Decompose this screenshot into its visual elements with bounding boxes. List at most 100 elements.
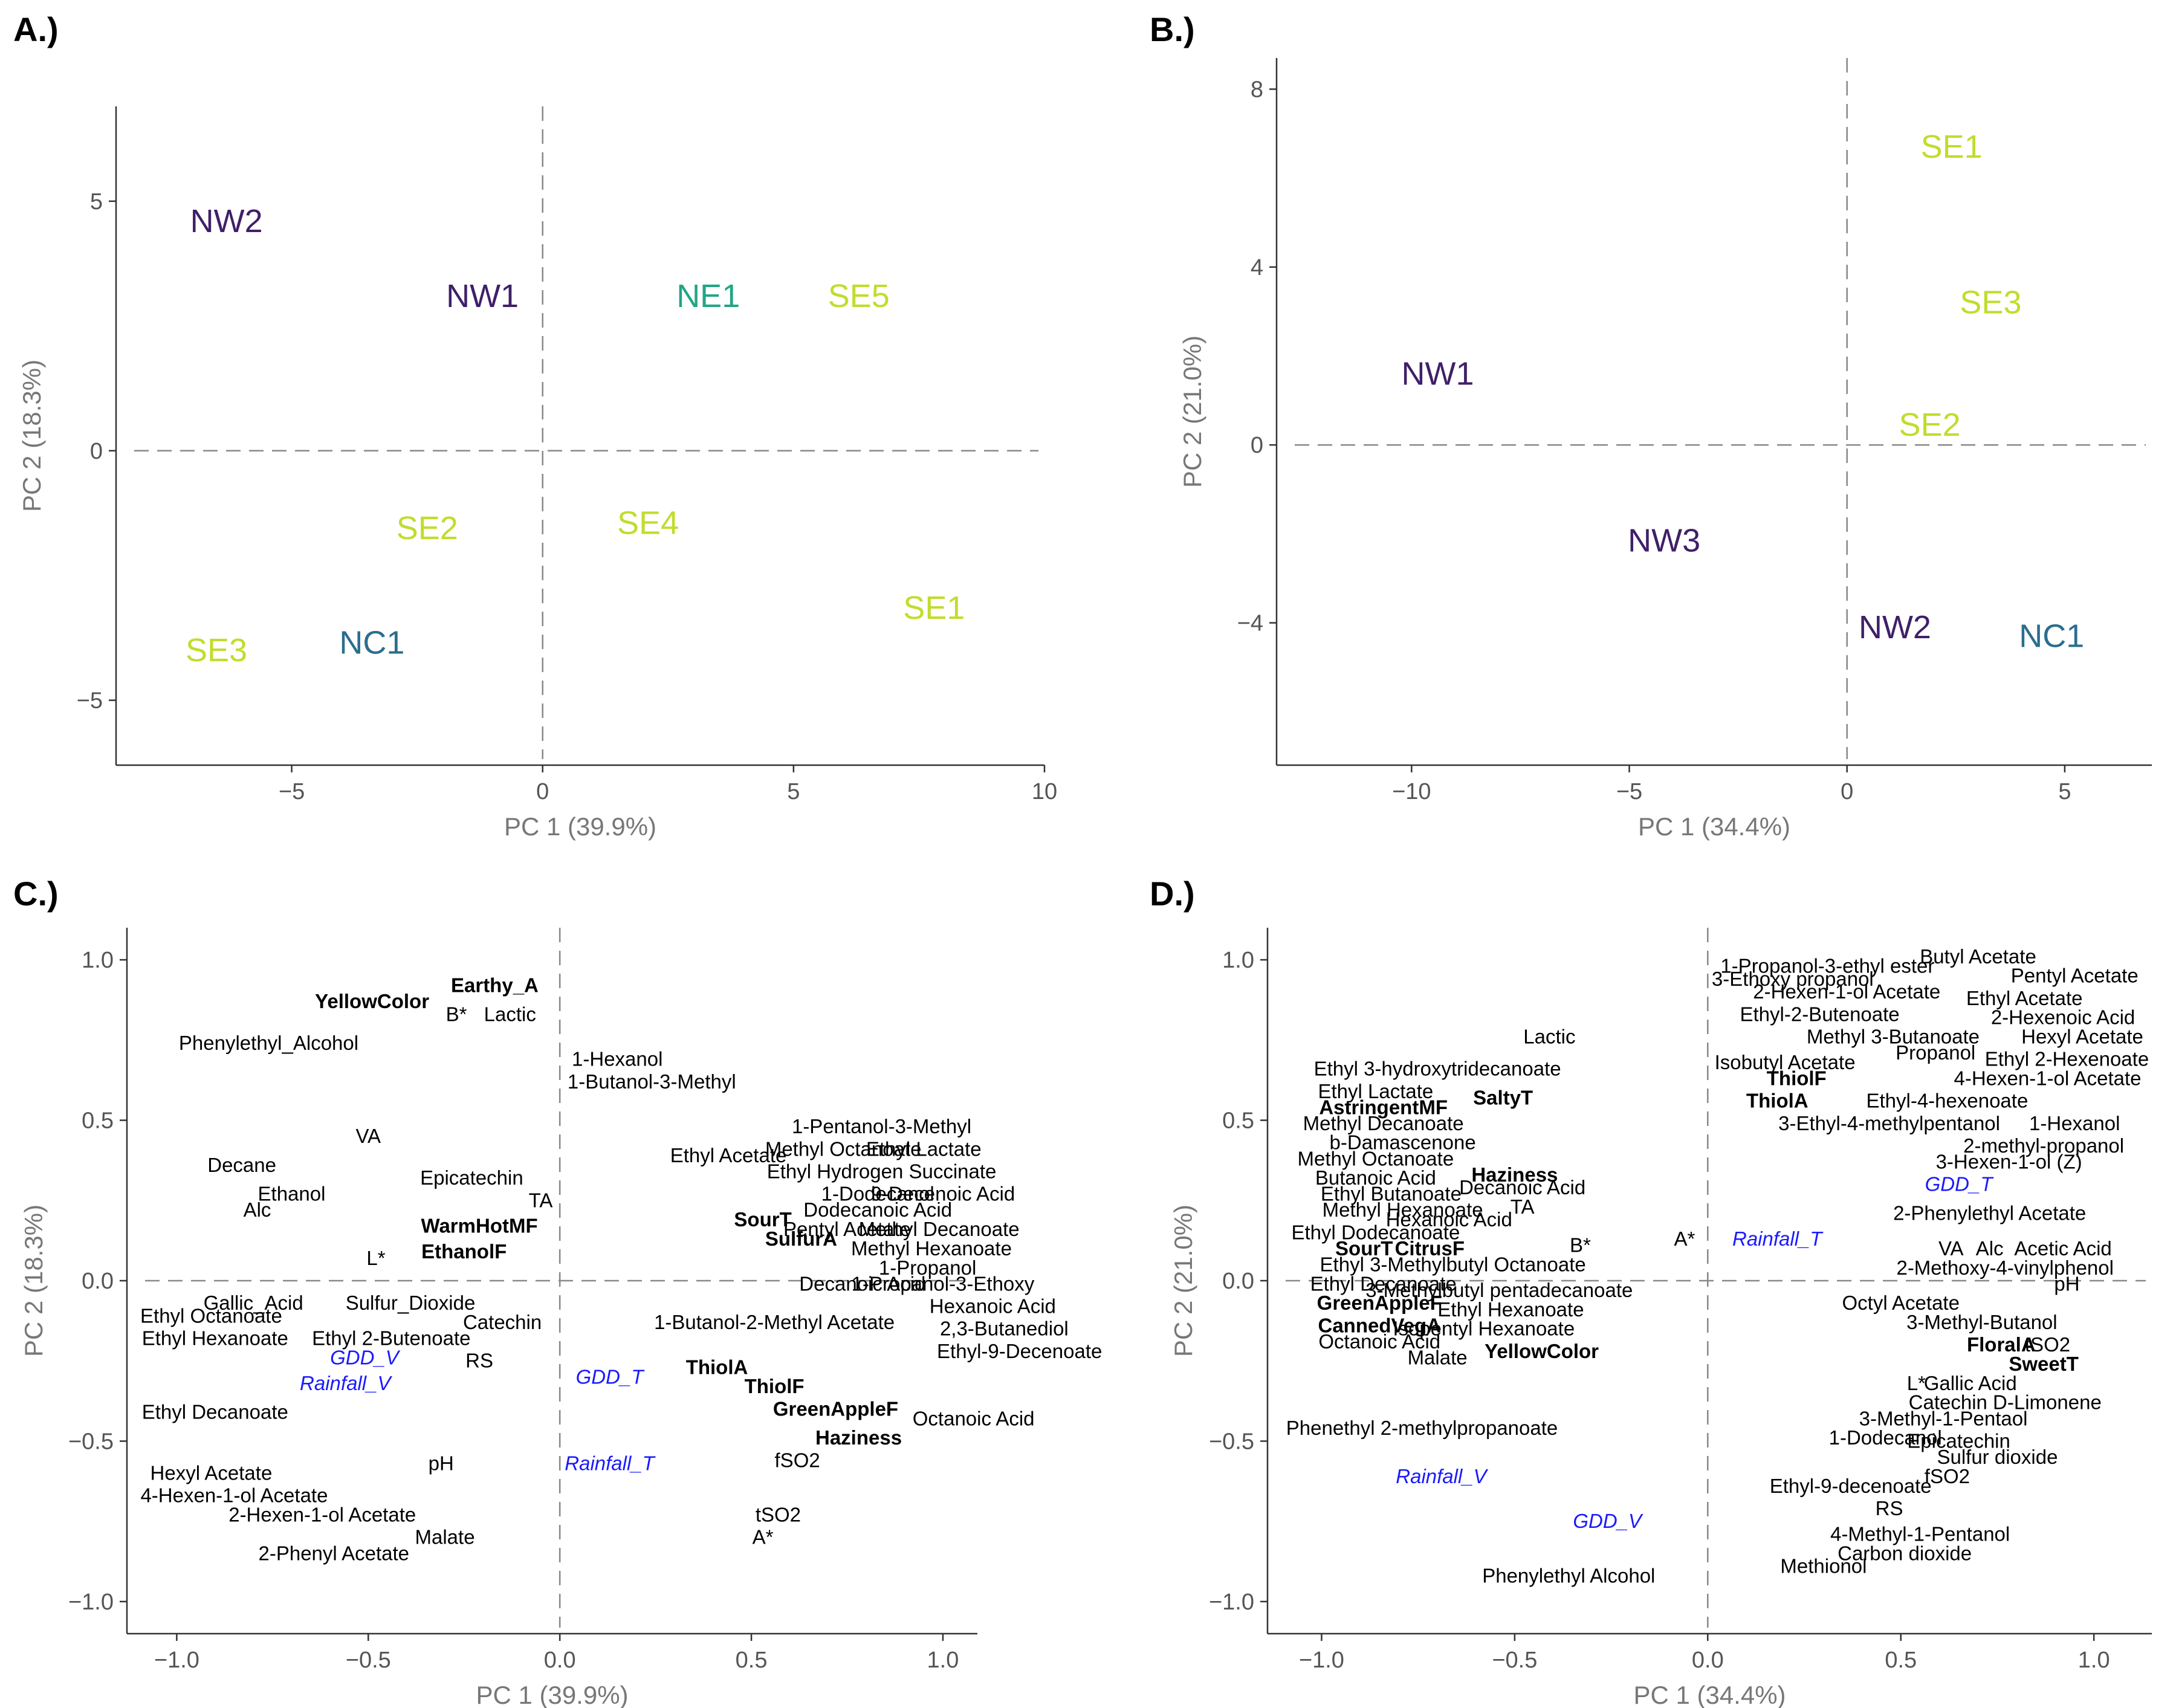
panel-3-point-label: Catechin D-Limonene (1909, 1391, 2102, 1414)
panel-3-point-label: Malate (1408, 1346, 1468, 1368)
panel-2-point-label: 2-Hexen-1-ol Acetate (228, 1504, 416, 1526)
panel-2-point-label: Ethyl Acetate (670, 1144, 787, 1166)
panel-2-point-label: GDD_V (330, 1346, 401, 1368)
panel-3-y-tick-label: −0.5 (1209, 1429, 1254, 1454)
panel-3-point-label: 2-methyl-propanol (1963, 1134, 2124, 1157)
panel-2-point-label: B* (446, 1003, 467, 1025)
panel-2-x-tick-label: −0.5 (346, 1648, 391, 1673)
panel-3-point-label: SaltyT (1473, 1086, 1533, 1108)
panel-3-x-tick-label: −0.5 (1492, 1648, 1537, 1673)
panel-1-x-tick-label: −10 (1392, 779, 1431, 804)
panel-2-point-label: EthanolF (421, 1240, 507, 1263)
panel-0-y-tick-label: 0 (90, 439, 103, 464)
panel-3-y-tick-label: 0.0 (1222, 1269, 1254, 1294)
panel-2-y-tick-label: −1.0 (68, 1590, 114, 1615)
panel-2-x-tick-label: 0.0 (544, 1648, 576, 1673)
panel-3-point-label: Octanoic Acid (1318, 1330, 1440, 1353)
panel-1-y-tick-label: 4 (1251, 255, 1263, 280)
panel-2-x-axis-title: PC 1 (39.9%) (476, 1681, 628, 1708)
panel-3-point-label: CitrusF (1395, 1237, 1465, 1260)
panel-3-point-label: Haziness (1471, 1163, 1558, 1186)
panel-3-point-label: Ethyl 2-Hexenoate (1985, 1048, 2149, 1070)
panel-3-point-label: 3-Ethyl-4-methylpentanol (1778, 1112, 2000, 1134)
panel-2-point-label: Methyl Octanoate (765, 1137, 922, 1160)
panel-3-point-label: GDD_T (1925, 1173, 1995, 1195)
panel-2-point-label: Rainfall_T (565, 1452, 656, 1475)
panel-3-point-label: Carbon dioxide (1838, 1542, 1972, 1564)
panel-1-point-label: NW2 (1859, 609, 1931, 645)
panel-2-point-label: Alc (244, 1199, 271, 1221)
panel-0-y-axis-title: PC 2 (18.3%) (18, 360, 46, 512)
panel-3-point-label: Methyl 3-Butanoate (1807, 1026, 1980, 1048)
panel-1-y-tick-label: 0 (1251, 433, 1263, 458)
panel-0-y-tick-label: −5 (77, 688, 103, 714)
panel-3-point-label: 4-Hexen-1-ol Acetate (1954, 1067, 2141, 1090)
panel-2-point-label: Ethyl Lactate (866, 1137, 982, 1160)
panel-3-point-label: Epicatechin (1907, 1429, 2010, 1452)
panel-3-point-label: Phenylethyl Alcohol (1482, 1564, 1655, 1587)
panel-2-point-label: Hexyl Acetate (151, 1462, 273, 1484)
panel-1-label: B.) (1150, 10, 1195, 48)
panel-3-x-tick-label: −1.0 (1299, 1648, 1344, 1673)
panel-2-point-label: tSO2 (756, 1504, 801, 1526)
panel-3-point-label: SourT (1335, 1237, 1393, 1260)
panel-3-point-label: Methyl Hexanoate (1323, 1199, 1483, 1221)
panel-1-x-tick-label: 5 (2058, 779, 2071, 804)
panel-3-point-label: 3-Hexen-1-ol (Z) (1936, 1151, 2082, 1173)
panel-0-label: A.) (13, 10, 59, 48)
panel-2-point-label: Gallic_Acid (204, 1292, 303, 1314)
panel-1-x-tick-label: −5 (1616, 779, 1642, 804)
panel-2-point-label: Dodecanoic Acid (803, 1199, 952, 1221)
panel-3-point-label: YellowColor (1485, 1340, 1599, 1362)
panel-3-point-label: L* (1907, 1372, 1926, 1394)
panel-3-point-label: 2-Hexenoic Acid (1991, 1006, 2135, 1029)
panel-2-point-label: Ethyl Hexanoate (142, 1327, 288, 1350)
panel-2-point-label: SourT (734, 1208, 791, 1231)
panel-2-point-label: Ethyl Octanoate (140, 1304, 282, 1327)
panel-3-point-label: Octyl Acetate (1842, 1292, 1960, 1314)
panel-2-point-label: Malate (415, 1526, 475, 1548)
panel-3-point-label: Methyl Octanoate (1298, 1147, 1454, 1169)
panel-3-point-label: 4-Methyl-1-Pentanol (1830, 1522, 2010, 1545)
panel-2-point-label: 4-Hexen-1-ol Acetate (140, 1484, 328, 1507)
panel-2-point-label: 1-Propanol-3-Ethoxy (852, 1272, 1035, 1295)
panel-2-point-label: ThiolA (686, 1356, 748, 1378)
panel-2-point-label: Decanoic Acid (799, 1272, 925, 1295)
panel-2-point-label: Ethanol (258, 1183, 326, 1205)
panel-3-point-label: 2-Methoxy-4-vinylphenol (1896, 1257, 2114, 1279)
panel-2-point-label: L* (366, 1247, 385, 1269)
panel-3-point-label: tSO2 (2025, 1333, 2070, 1356)
panel-3-x-tick-label: 1.0 (2078, 1648, 2110, 1673)
panel-3-point-label: b-Damascenone (1330, 1131, 1476, 1154)
panel-0-point-label: NE1 (676, 278, 740, 314)
panel-3-point-label: ThiolF (1767, 1067, 1827, 1090)
panel-3-point-label: pH (2054, 1272, 2079, 1295)
panel-3-point-label: GDD_V (1573, 1510, 1643, 1532)
panel-3-point-label: Decanoic Acid (1459, 1176, 1585, 1199)
panel-3-point-label: TA (1511, 1195, 1535, 1218)
panel-3-point-label: Isopentyl Hexanoate (1393, 1318, 1575, 1340)
panel-2-point-label: 1-Butanol-3-Methyl (568, 1070, 736, 1093)
panel-3-y-axis-title: PC 2 (21.0%) (1169, 1205, 1197, 1357)
panel-0-point-label: SE3 (186, 632, 247, 668)
panel-2-point-label: 9-Decenoic Acid (871, 1183, 1015, 1205)
panel-1-point-label: SE1 (1921, 129, 1983, 165)
panel-0-point-label: SE4 (617, 505, 679, 542)
panel-0-point-label: SE2 (397, 510, 458, 546)
panel-2-point-label: Octanoic Acid (913, 1407, 1035, 1429)
panel-0-y-tick-label: 5 (90, 189, 103, 215)
panel-3-point-label: Methionol (1780, 1555, 1867, 1577)
panel-3-point-label: 2-Phenylethyl Acetate (1893, 1202, 2086, 1224)
panel-3-point-label: 3-Ethoxy propanol (1712, 968, 1874, 990)
panel-3-point-label: Rainfall_T (1732, 1228, 1824, 1250)
panel-3-point-label: Ethyl 3-Methylbutyl Octanoate (1320, 1253, 1586, 1275)
panel-3-point-label: Alc (1976, 1237, 2004, 1260)
panel-3-point-label: ThiolA (1746, 1090, 1808, 1112)
panel-3-point-label: RS (1876, 1497, 1903, 1519)
panel-0-point-label: SE1 (903, 590, 965, 626)
panel-3-point-label: 2-Hexen-1-ol Acetate (1753, 980, 1940, 1003)
panel-2-point-label: Catechin (463, 1311, 542, 1333)
panel-2-point-label: YellowColor (315, 990, 429, 1012)
panel-3-point-label: Hexyl Acetate (2021, 1026, 2143, 1048)
panel-2-point-label: A* (753, 1526, 774, 1548)
